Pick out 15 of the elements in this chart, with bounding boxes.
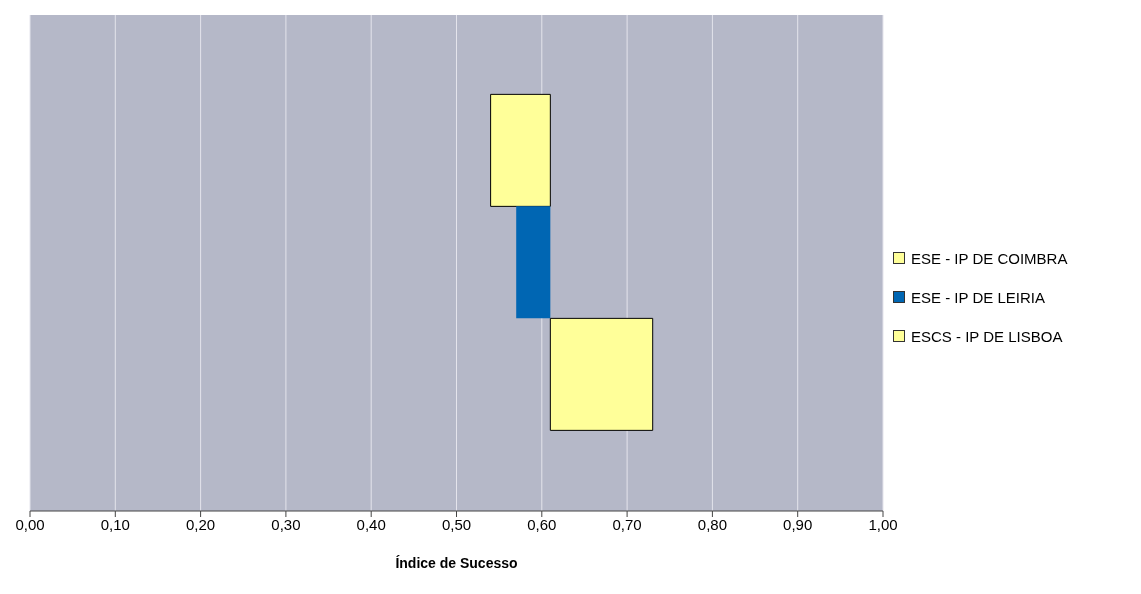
x-tick-label: 0,10: [100, 515, 130, 533]
x-tick-label: 0,50: [441, 515, 472, 533]
legend-label: ESE - IP DE LEIRIA: [911, 288, 1045, 306]
x-tick-label: 0,70: [612, 515, 642, 533]
x-tick-label: 0,40: [356, 515, 386, 533]
x-axis-title: Índice de Sucesso: [395, 555, 518, 571]
x-tick-label: 1,00: [868, 515, 898, 533]
legend-label: ESCS - IP DE LISBOA: [911, 327, 1063, 345]
x-tick-label: 0,00: [15, 515, 45, 533]
x-tick-label: 0,90: [783, 515, 813, 533]
x-tick-label: 0,60: [527, 515, 557, 533]
x-tick-label: 0,30: [271, 515, 301, 533]
x-tick-label: 0,20: [186, 515, 216, 533]
legend-label: ESE - IP DE COIMBRA: [911, 249, 1068, 267]
x-tick-label: 0,80: [697, 515, 727, 533]
